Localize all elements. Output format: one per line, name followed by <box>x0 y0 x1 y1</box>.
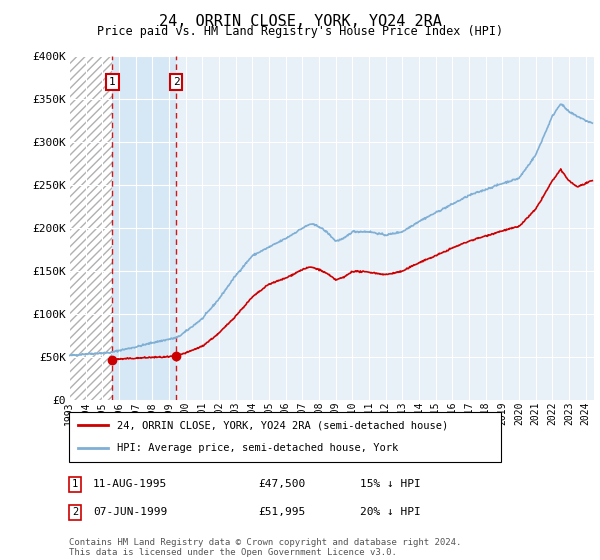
Text: 07-JUN-1999: 07-JUN-1999 <box>93 507 167 517</box>
Text: 1: 1 <box>109 77 116 87</box>
Text: 15% ↓ HPI: 15% ↓ HPI <box>360 479 421 489</box>
Text: 2: 2 <box>72 507 78 517</box>
Text: 11-AUG-1995: 11-AUG-1995 <box>93 479 167 489</box>
Text: 24, ORRIN CLOSE, YORK, YO24 2RA (semi-detached house): 24, ORRIN CLOSE, YORK, YO24 2RA (semi-de… <box>116 420 448 430</box>
Text: £47,500: £47,500 <box>258 479 305 489</box>
Text: 20% ↓ HPI: 20% ↓ HPI <box>360 507 421 517</box>
Bar <box>69 56 112 400</box>
FancyBboxPatch shape <box>69 412 501 462</box>
Text: Price paid vs. HM Land Registry's House Price Index (HPI): Price paid vs. HM Land Registry's House … <box>97 25 503 38</box>
Text: 24, ORRIN CLOSE, YORK, YO24 2RA: 24, ORRIN CLOSE, YORK, YO24 2RA <box>158 14 442 29</box>
Bar <box>112 56 176 400</box>
Text: HPI: Average price, semi-detached house, York: HPI: Average price, semi-detached house,… <box>116 444 398 454</box>
Text: 1: 1 <box>72 479 78 489</box>
Text: £51,995: £51,995 <box>258 507 305 517</box>
Text: Contains HM Land Registry data © Crown copyright and database right 2024.
This d: Contains HM Land Registry data © Crown c… <box>69 538 461 557</box>
Text: 2: 2 <box>173 77 180 87</box>
